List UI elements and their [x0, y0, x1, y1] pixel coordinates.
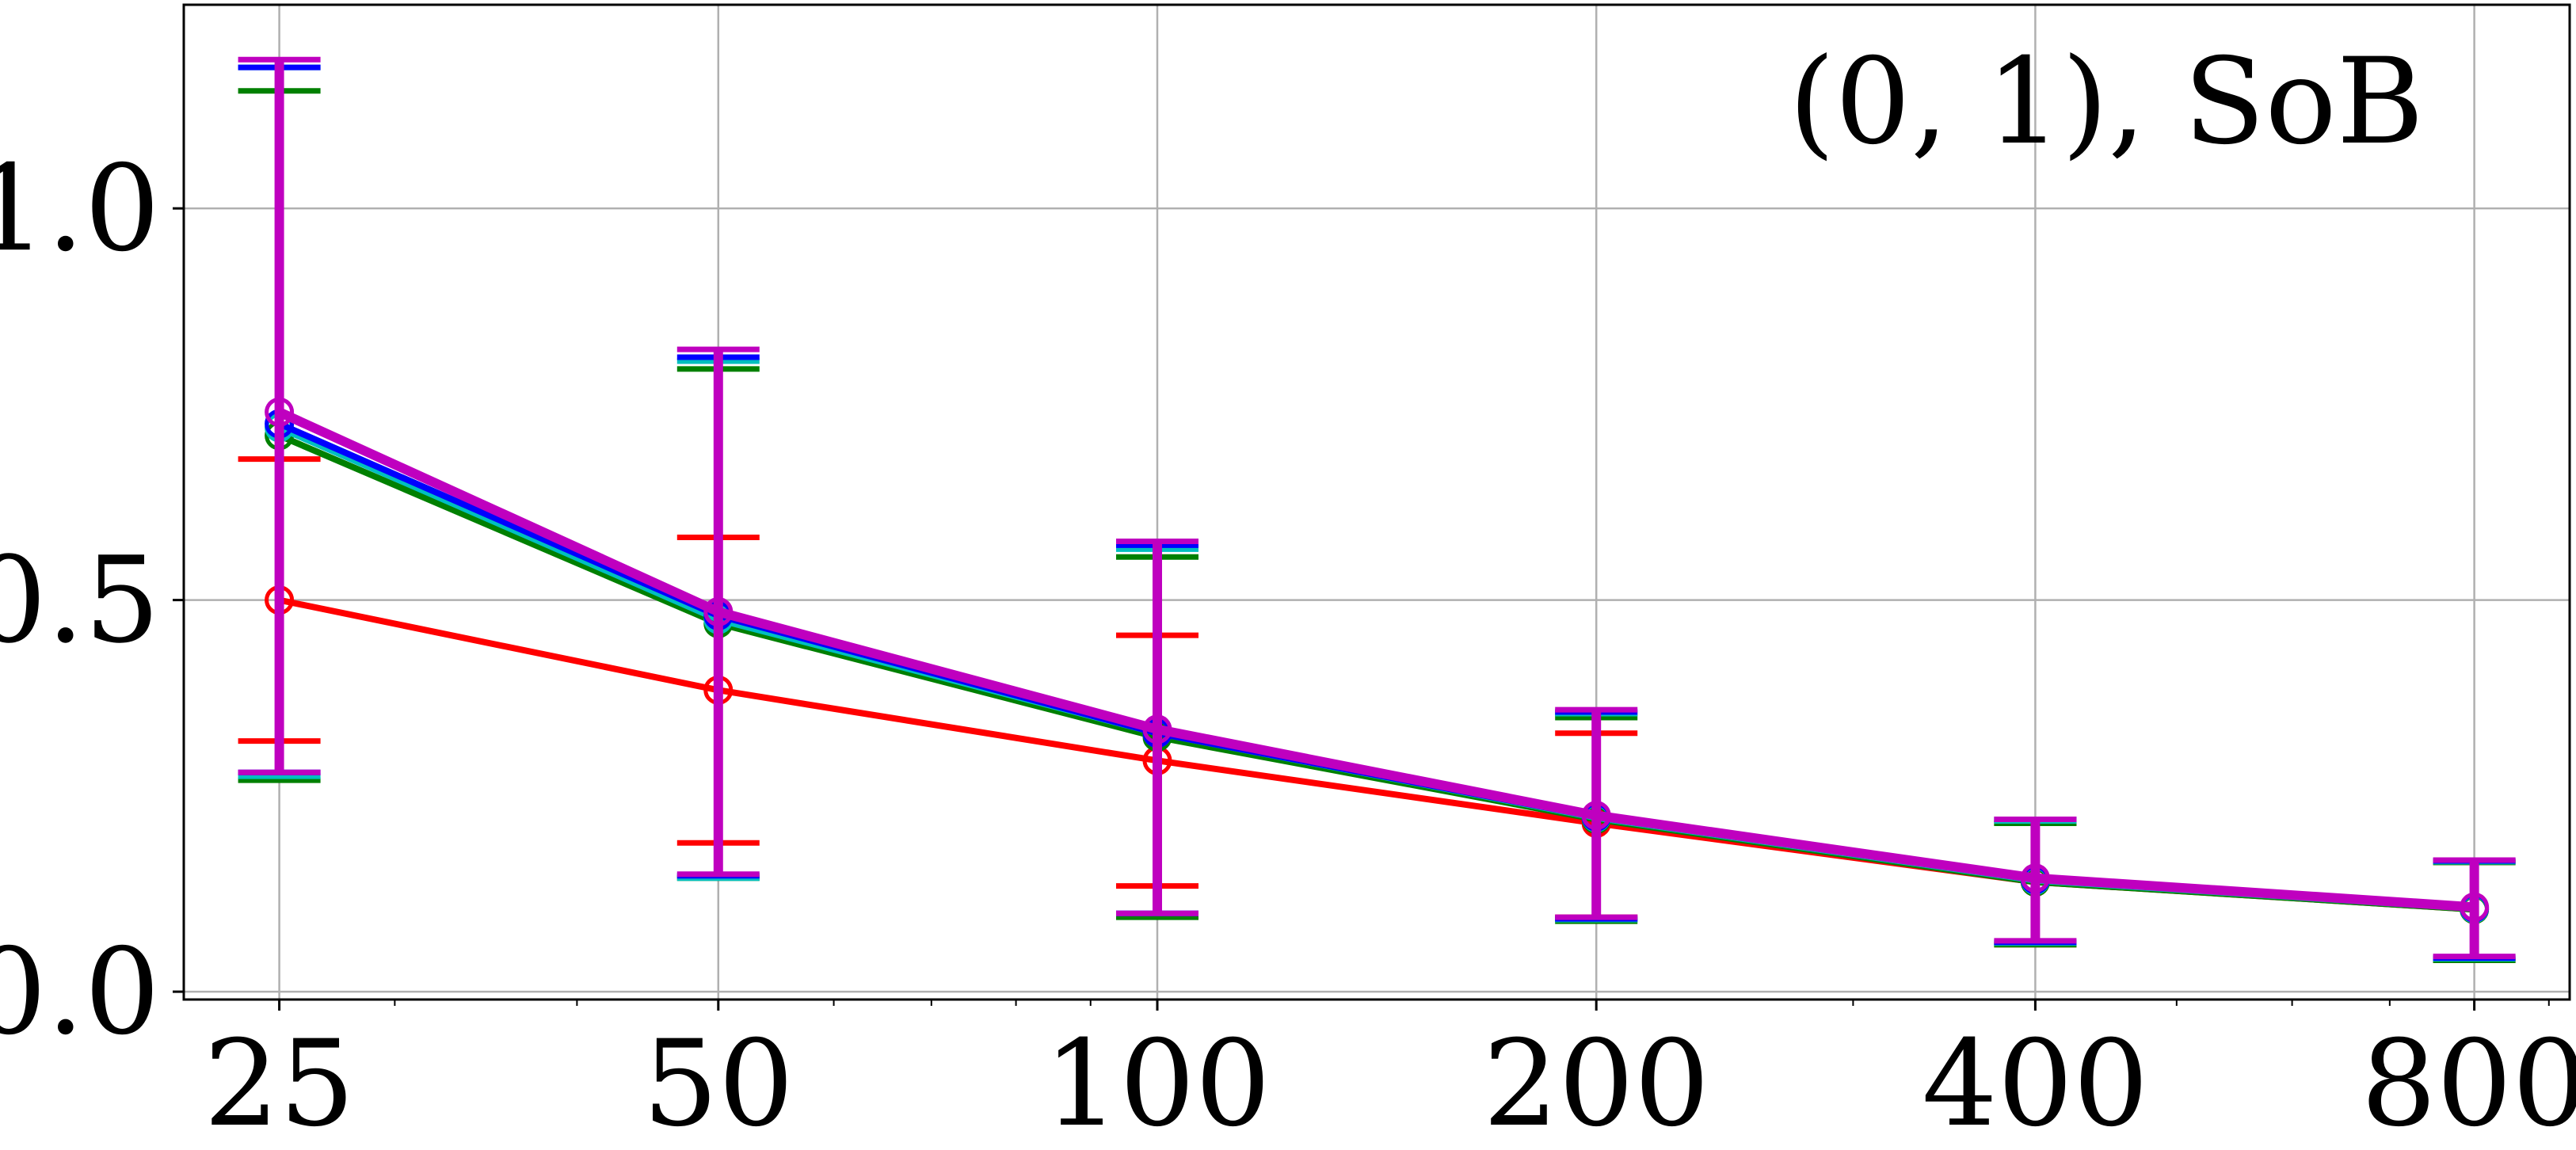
y-tick-label: 0.0	[0, 923, 160, 1061]
axis-tick-labels: 25 50 100 200 400 800 0.0 0.5 1.0	[0, 140, 2576, 1150]
series-line	[278, 596, 2475, 913]
series-line	[277, 407, 2475, 912]
series-3	[238, 64, 2516, 962]
chart-annotation: (0, 1), SoB	[1789, 33, 2424, 171]
series-5	[238, 56, 2516, 960]
data-point	[265, 397, 295, 427]
x-tick-label: 800	[2361, 1015, 2576, 1150]
data-point	[2460, 892, 2490, 922]
series-layer	[238, 56, 2516, 964]
x-tick-label: 200	[1483, 1015, 1709, 1150]
grid-lines	[184, 5, 2570, 1000]
y-tick-label: 1.0	[0, 140, 160, 278]
series-4	[238, 64, 2516, 962]
data-point	[1581, 801, 1611, 831]
series-line	[278, 432, 2475, 913]
series-2	[238, 88, 2516, 964]
x-tick-label: 50	[642, 1015, 794, 1150]
data-point	[703, 596, 734, 626]
y-tick-label: 0.5	[0, 532, 160, 670]
axis-ticks	[173, 207, 2476, 1011]
x-tick-label: 400	[1922, 1015, 2148, 1150]
data-point	[2020, 863, 2050, 893]
plot-frame	[182, 3, 2571, 1001]
x-tick-label: 100	[1044, 1015, 1271, 1150]
data-point	[1142, 714, 1172, 744]
x-tick-label: 25	[204, 1015, 355, 1150]
